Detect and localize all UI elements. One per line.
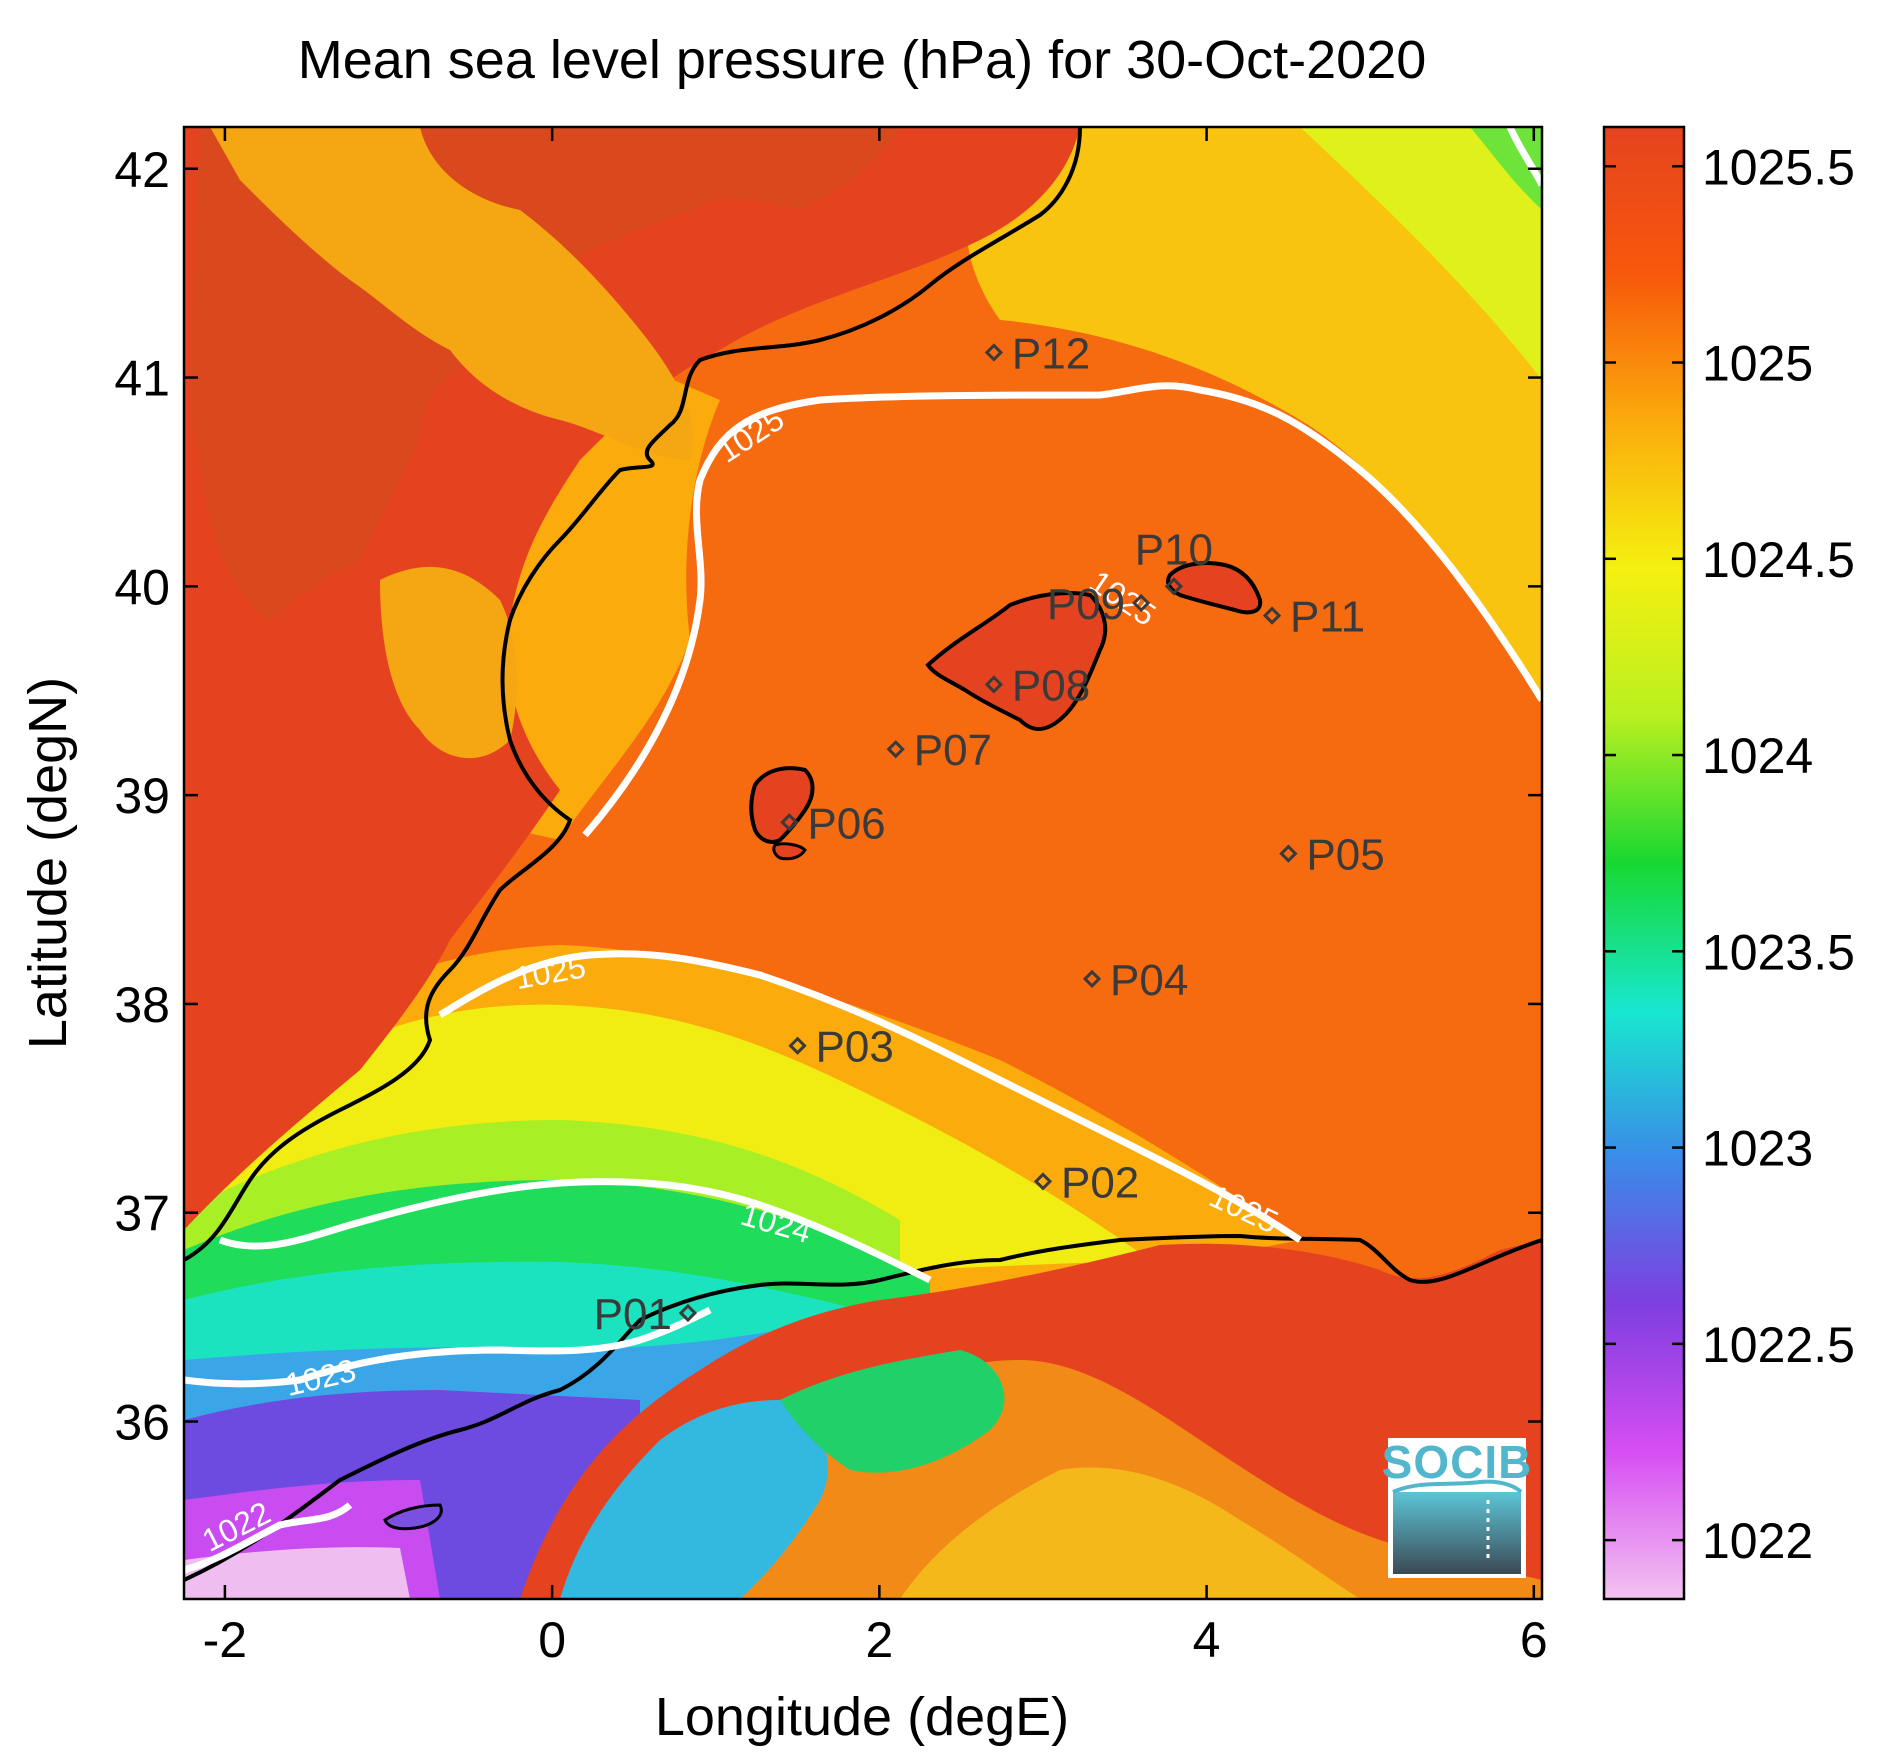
station-label: P09 [1047,580,1125,629]
x-axis-label: Longitude (degE) [655,1687,1069,1747]
station-marker-icon [1262,606,1282,625]
station-p06[interactable]: P06 [780,799,886,848]
station-marker-icon [678,1303,698,1323]
station-p03[interactable]: P03 [788,1023,894,1072]
x-tick-label: 6 [1520,1612,1548,1668]
colorbar-tick-label: 1024 [1702,728,1813,784]
land-mountain-yellow [210,127,693,460]
land-africa-green [780,1350,1005,1473]
station-p07[interactable]: P07 [886,726,992,775]
y-axis-label: Latitude (degN) [18,677,78,1049]
logo-wave [1392,1479,1523,1494]
station-marker-icon [984,343,1004,362]
land-africa-rif [560,1400,828,1599]
colorbar-tick-label: 1024.5 [1702,532,1855,588]
station-marker-icon [780,813,799,832]
pressure-central [440,320,1542,1240]
pressure-cyan-band [184,1261,860,1360]
colorbar-frame [1602,125,1686,1601]
pressure-high-ne [966,127,1542,700]
colorbar-tick-label: 1025.5 [1702,139,1855,195]
contour-1023 [184,1306,712,1388]
contour-1025-north [582,382,1542,838]
station-label: P10 [1135,525,1213,574]
x-tick-label: 2 [865,1612,893,1668]
contour-1025-ne [1506,127,1542,187]
land-africa-plateau [900,1467,1360,1599]
station-p04[interactable]: P04 [1082,956,1188,1005]
colorbar-tick-label: 1025 [1702,336,1813,392]
island-mallorca [925,591,1108,731]
station-marker-icon [1132,593,1151,613]
station-label: P01 [594,1290,672,1339]
pressure-pink-band [184,1547,410,1599]
land-valencia-hills [380,566,517,759]
station-label: P02 [1061,1158,1139,1207]
colorbar-tick-label: 1022.5 [1702,1317,1855,1373]
station-p08[interactable]: P08 [984,661,1090,710]
colorbar-tick-label: 1022 [1702,1513,1813,1569]
island-formentera [772,842,807,861]
colorbar-tick-label: 1023.5 [1702,924,1855,980]
x-tick-label: -2 [203,1612,247,1668]
station-p05[interactable]: P05 [1279,831,1385,880]
coastline-africa [184,1233,1542,1582]
y-tick-label: 39 [114,768,170,824]
station-label: P08 [1012,661,1090,710]
station-label: P04 [1110,956,1188,1005]
y-tick-label: 38 [114,977,170,1033]
station-marker-icon [984,675,1004,694]
station-label: P06 [807,799,885,848]
colorbar-ticks: 1022 1022.5 1023 1023.5 1024 1024.5 1025 1025.5 [1604,139,1855,1569]
station-label: P07 [914,726,992,775]
island-alboran [383,1503,443,1531]
contour-1024 [218,1178,932,1284]
socib-logo: SOCIB [1382,1436,1533,1578]
x-tick-label: 4 [1193,1612,1221,1668]
logo-text: SOCIB [1382,1436,1533,1488]
y-tick-label: 37 [114,1186,170,1242]
y-tick-label: 40 [114,559,170,615]
colorbar-tick-label: 1023 [1702,1121,1813,1177]
station-label: P11 [1290,593,1365,642]
station-label: P12 [1012,329,1090,378]
station-p11[interactable]: P11 [1262,593,1365,642]
station-label: P03 [816,1023,894,1072]
y-tick-label: 41 [114,351,170,407]
station-p02[interactable]: P02 [1033,1158,1139,1207]
contour-1025-south [438,950,1302,1243]
pressure-gradient-ne [1300,127,1542,380]
y-tick-label: 42 [114,142,170,198]
coastline-iberia [184,127,1082,1262]
logo-sea [1393,1492,1521,1574]
station-marker-icon [1033,1172,1053,1191]
station-label: P05 [1306,831,1384,880]
x-axis: -2 0 2 4 6 [203,127,1548,1668]
station-marker-icon [1164,577,1183,596]
colorbar [1604,127,1684,1599]
station-marker-icon [1279,844,1298,863]
x-tick-label: 0 [538,1612,566,1668]
station-p09[interactable]: P09 [1047,580,1151,629]
chart-title: Mean sea level pressure (hPa) for 30-Oct… [298,30,1427,90]
map-frame [182,125,1544,1601]
station-p01[interactable]: P01 [594,1290,698,1339]
station-marker-icon [886,740,905,759]
island-menorca [1166,561,1263,615]
station-p10[interactable]: P10 [1135,525,1213,596]
y-tick-label: 36 [114,1395,170,1451]
station-p12[interactable]: P12 [984,329,1090,378]
station-marker-icon [1082,969,1102,989]
station-marker-icon [788,1036,807,1055]
y-axis: 36 37 38 39 40 41 42 [114,142,1542,1451]
contour-1022 [184,1502,353,1574]
